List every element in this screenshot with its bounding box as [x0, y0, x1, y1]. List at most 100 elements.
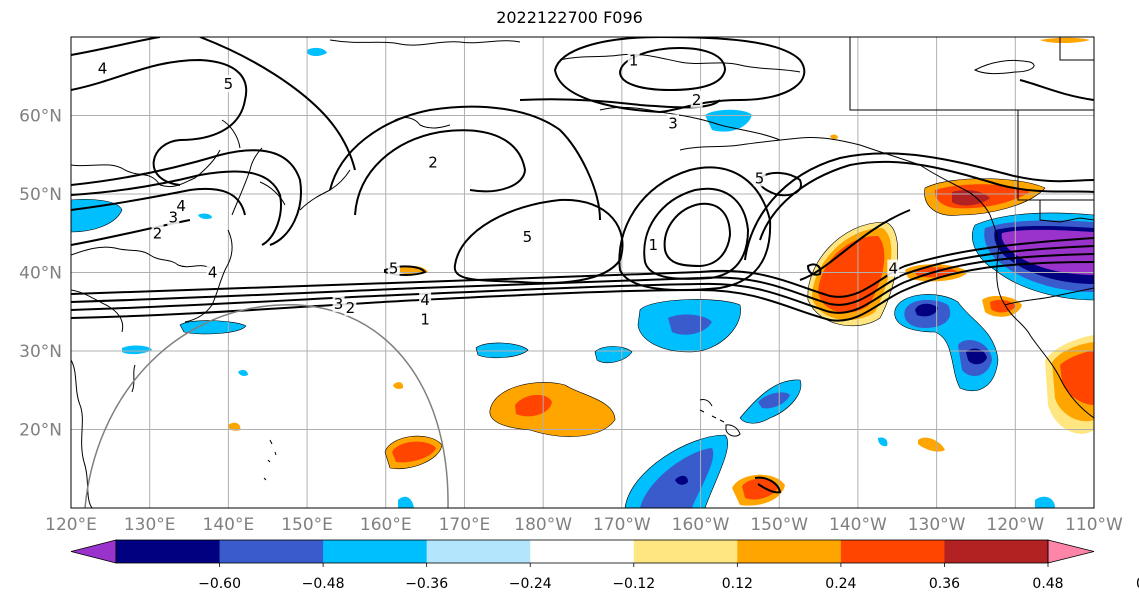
colorbar-bin	[219, 540, 324, 563]
contour-label: 1	[629, 52, 639, 70]
positive-anomaly-region	[918, 437, 945, 452]
negative-anomaly-region	[595, 346, 632, 363]
colorbar-tick-label: 0.60	[1136, 576, 1139, 592]
contour-label: 4	[98, 59, 108, 77]
contour-label-bg	[521, 228, 534, 246]
negative-anomaly-region	[398, 496, 414, 508]
colorbar-outline	[115, 539, 1049, 564]
lon-tick-label: 120°W	[986, 515, 1044, 535]
contour-label-bg	[666, 114, 679, 132]
lon-tick-label: 170°W	[593, 515, 651, 535]
contour-label: 2	[153, 224, 163, 242]
contour-label-bg	[690, 90, 703, 108]
negative-anomaly-region	[915, 303, 938, 317]
positive-anomaly-region	[228, 422, 241, 431]
colorbar-bin	[323, 540, 428, 563]
lat-tick-label: 20°N	[19, 421, 62, 441]
contour-label-bg	[96, 59, 109, 77]
positive-anomaly-region	[742, 478, 778, 500]
negative-anomaly-region	[705, 109, 752, 132]
lon-tick-label: 150°W	[750, 515, 808, 535]
colorbar-tick-label: 0.48	[1032, 576, 1063, 592]
contour-label-bg	[222, 75, 235, 93]
colorbar-tick-label: −0.48	[302, 576, 345, 592]
colorbar-bin	[633, 540, 738, 563]
range-ring	[84, 304, 449, 508]
contour-label: 4	[420, 291, 430, 309]
negative-anomaly-region	[1035, 496, 1055, 508]
lat-tick-label: 60°N	[19, 107, 62, 127]
negative-anomaly-region	[878, 437, 888, 447]
lon-tick-label: 130°E	[124, 515, 176, 535]
negative-anomaly-region	[238, 369, 248, 376]
colorbar-bin	[944, 540, 1049, 563]
negative-anomaly-region	[307, 47, 327, 56]
negative-anomaly-region	[966, 348, 987, 365]
contour-label: 3	[169, 209, 179, 227]
negative-anomaly-region	[640, 448, 714, 508]
lat-tick-label: 50°N	[19, 185, 62, 205]
colorbar-tick-label: −0.36	[405, 576, 448, 592]
positive-anomaly-region	[1060, 350, 1094, 405]
colorbar: −0.60 −0.48 −0.36 −0.24 −0.12 0.12 0.24 0.36 0.4…	[70, 539, 1139, 592]
lat-tick-label: 30°N	[19, 342, 62, 362]
positive-anomaly-region	[818, 235, 885, 313]
contour-label-bg	[167, 208, 180, 226]
colorbar-bin	[116, 540, 221, 563]
contour-label-bg	[332, 294, 345, 312]
map-title: 2022122700 F096	[496, 8, 643, 27]
colorbar-tick-label: 0.24	[825, 576, 856, 592]
contour-label: 1	[420, 311, 430, 329]
lon-tick-label: 180°W	[514, 515, 572, 535]
contour-lines	[71, 37, 1094, 494]
lon-tick-label: 140°W	[829, 515, 887, 535]
latitude-labels: 60°N 50°N 40°N 30°N 20°N	[19, 107, 62, 441]
negative-anomaly-region	[1001, 229, 1094, 275]
negative-anomaly-region	[758, 392, 790, 409]
positive-anomaly-region	[393, 382, 404, 389]
positive-anomaly-region	[1040, 37, 1090, 43]
contour-label-bg	[151, 224, 164, 242]
negative-anomaly-region	[198, 213, 212, 219]
negative-anomaly-region	[180, 320, 246, 334]
positive-anomaly-region	[830, 134, 838, 140]
colorbar-tick-label: −0.12	[612, 576, 655, 592]
contour-label-bg	[627, 51, 640, 69]
contour-label-bg	[753, 169, 766, 187]
contour-label: 5	[523, 228, 533, 246]
contour-label-bg	[426, 153, 439, 171]
lon-tick-label: 130°W	[908, 515, 966, 535]
lon-tick-label: 110°W	[1065, 515, 1123, 535]
contour-label: 4	[889, 260, 899, 278]
positive-anomaly-region	[990, 299, 1016, 313]
anomaly-shading	[71, 37, 1094, 508]
map-frame	[70, 36, 1095, 509]
lon-tick-label: 140°E	[203, 515, 255, 535]
contour-label: 2	[692, 91, 702, 109]
colorbar-tick-label: −0.60	[198, 576, 241, 592]
anomaly-outlines	[71, 178, 1094, 508]
contour-label-bg	[387, 259, 400, 277]
contour-label: 4	[208, 264, 218, 282]
colorbar-tick-label: 0.12	[722, 576, 753, 592]
contour-label-bg	[419, 310, 432, 328]
contour-label-bg	[206, 263, 219, 281]
contour-label: 3	[334, 295, 344, 313]
contour-label: 2	[428, 154, 438, 172]
lon-tick-label: 160°W	[672, 515, 730, 535]
contour-label: 5	[389, 260, 399, 278]
colorbar-bin	[737, 540, 842, 563]
colorbar-tick-label: 0.36	[929, 576, 960, 592]
contour-label-bg	[344, 298, 357, 316]
positive-anomaly-region	[489, 382, 615, 437]
contour-label-bg	[887, 259, 900, 277]
negative-anomaly-region	[122, 345, 152, 355]
contour-label: 1	[649, 236, 659, 254]
negative-anomaly-region	[476, 342, 528, 358]
lat-tick-label: 40°N	[19, 264, 62, 284]
lon-tick-label: 120°E	[45, 515, 97, 535]
contour-label: 5	[224, 75, 234, 93]
lon-tick-label: 170°E	[439, 515, 491, 535]
